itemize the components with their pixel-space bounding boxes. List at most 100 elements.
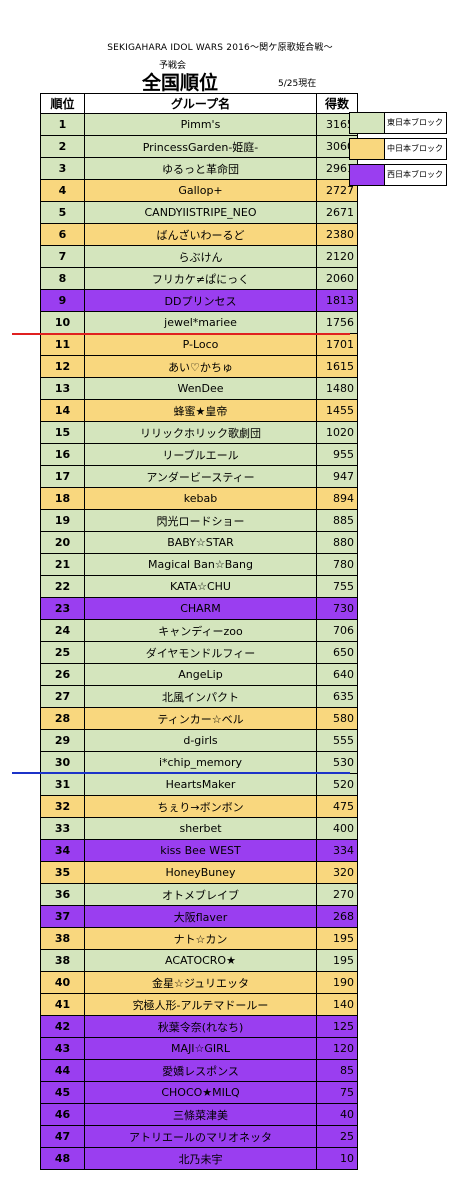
group-name-cell: ナト☆カン [84, 927, 317, 950]
group-name-cell: HeartsMaker [84, 773, 317, 796]
group-name-cell: 秋葉令奈(れなち) [84, 1015, 317, 1038]
group-name-cell: kiss Bee WEST [84, 839, 317, 862]
group-name-cell: 蜂蜜★皇帝 [84, 399, 317, 422]
legend-label-central: 中日本ブロック [385, 138, 447, 160]
votes-cell: 1615 [316, 355, 358, 378]
rank-cell: 26 [40, 663, 85, 686]
rank-cell: 22 [40, 575, 85, 598]
votes-cell: 2727 [316, 179, 358, 202]
rank-cell: 19 [40, 509, 85, 532]
legend-label-east: 東日本ブロック [385, 112, 447, 134]
group-name-cell: 三條菜津美 [84, 1103, 317, 1126]
table-header-row: 順位 グループ名 得数 [40, 93, 358, 114]
table-row: 36 オトメブレイブ 270 [40, 883, 358, 906]
rank-cell: 46 [40, 1103, 85, 1126]
table-row: 4 Gallop+ 2727 [40, 179, 358, 202]
votes-cell: 140 [316, 993, 358, 1016]
table-row: 46 三條菜津美 40 [40, 1103, 358, 1126]
rank-cell: 44 [40, 1059, 85, 1082]
cutoff-line-red [12, 333, 350, 335]
table-row: 43 MAJI☆GIRL 120 [40, 1037, 358, 1060]
table-row: 12 あい♡かちゅ 1615 [40, 355, 358, 378]
rank-cell: 10 [40, 311, 85, 334]
table-row: 6 ばんざいわーるど 2380 [40, 223, 358, 246]
rank-cell: 43 [40, 1037, 85, 1060]
legend-item-east: 東日本ブロック [349, 112, 447, 134]
rank-cell: 8 [40, 267, 85, 290]
votes-cell: 75 [316, 1081, 358, 1104]
round-label: 予戦会 [158, 61, 186, 71]
legend-label-west: 西日本ブロック [385, 164, 447, 186]
table-row: 5 CANDYIISTRIPE_NEO 2671 [40, 201, 358, 224]
rank-cell: 4 [40, 179, 85, 202]
group-name-cell: ダイヤモンドルフィー [84, 641, 317, 664]
rank-cell: 41 [40, 993, 85, 1016]
group-name-cell: DDプリンセス [84, 289, 317, 312]
group-name-cell: オトメブレイブ [84, 883, 317, 906]
legend-item-central: 中日本ブロック [349, 138, 447, 160]
rank-cell: 25 [40, 641, 85, 664]
table-row: 31 HeartsMaker 520 [40, 773, 358, 796]
group-name-cell: 閃光ロードショー [84, 509, 317, 532]
votes-cell: 400 [316, 817, 358, 840]
rank-cell: 11 [40, 333, 85, 356]
group-name-cell: kebab [84, 487, 317, 510]
rank-cell: 34 [40, 839, 85, 862]
rank-cell: 14 [40, 399, 85, 422]
rank-cell: 15 [40, 421, 85, 444]
rank-cell: 24 [40, 619, 85, 642]
rank-cell: 21 [40, 553, 85, 576]
votes-cell: 1020 [316, 421, 358, 444]
table-row: 29 d-girls 555 [40, 729, 358, 752]
votes-cell: 270 [316, 883, 358, 906]
table-row: 48 北乃未宇 10 [40, 1147, 358, 1170]
cutoff-line-blue [12, 772, 350, 774]
table-row: 2 PrincessGarden-姫庭- 3060 [40, 135, 358, 158]
table-row: 40 金星☆ジュリエッタ 190 [40, 971, 358, 994]
table-row: 28 ティンカー☆ベル 580 [40, 707, 358, 730]
table-row: 44 愛嬌レスポンス 85 [40, 1059, 358, 1082]
table-row: 23 CHARM 730 [40, 597, 358, 620]
table-row: 20 BABY☆STAR 880 [40, 531, 358, 554]
votes-cell: 885 [316, 509, 358, 532]
votes-cell: 40 [316, 1103, 358, 1126]
rank-cell: 45 [40, 1081, 85, 1104]
group-name-cell: AngeLip [84, 663, 317, 686]
group-name-cell: リーブルエール [84, 443, 317, 466]
votes-cell: 530 [316, 751, 358, 774]
table-row: 33 sherbet 400 [40, 817, 358, 840]
votes-cell: 780 [316, 553, 358, 576]
rank-cell: 7 [40, 245, 85, 268]
group-name-cell: 金星☆ジュリエッタ [84, 971, 317, 994]
table-row: 27 北風インパクト 635 [40, 685, 358, 708]
ranking-table: 順位 グループ名 得数 1 Pimm's 3165 2 PrincessGarden-姫… [40, 93, 358, 1170]
group-name-cell: WenDee [84, 377, 317, 400]
rank-cell: 2 [40, 135, 85, 158]
votes-cell: 1756 [316, 311, 358, 334]
table-row: 38 ナト☆カン 195 [40, 927, 358, 950]
table-row: 30 i*chip_memory 530 [40, 751, 358, 774]
table-row: 26 AngeLip 640 [40, 663, 358, 686]
group-name-cell: ばんざいわーるど [84, 223, 317, 246]
votes-cell: 2120 [316, 245, 358, 268]
page-title: 全国順位 [141, 72, 218, 94]
table-row: 22 KATA☆CHU 755 [40, 575, 358, 598]
table-row: 1 Pimm's 3165 [40, 113, 358, 136]
group-name-cell: 北乃未宇 [84, 1147, 317, 1170]
table-row: 21 Magical Ban☆Bang 780 [40, 553, 358, 576]
as-of-date: 5/25現在 [278, 79, 317, 89]
rank-cell: 27 [40, 685, 85, 708]
votes-cell: 555 [316, 729, 358, 752]
group-name-cell: ゆるっと革命団 [84, 157, 317, 180]
table-row: 18 kebab 894 [40, 487, 358, 510]
rank-cell: 36 [40, 883, 85, 906]
rank-cell: 32 [40, 795, 85, 818]
group-name-cell: アンダービースティー [84, 465, 317, 488]
votes-cell: 85 [316, 1059, 358, 1082]
table-row: 45 CHOCO★MILQ 75 [40, 1081, 358, 1104]
table-row: 9 DDプリンセス 1813 [40, 289, 358, 312]
table-row: 3 ゆるっと革命団 2961 [40, 157, 358, 180]
group-name-cell: ちぇり→ボンボン [84, 795, 317, 818]
table-row: 42 秋葉令奈(れなち) 125 [40, 1015, 358, 1038]
group-name-cell: P-Loco [84, 333, 317, 356]
